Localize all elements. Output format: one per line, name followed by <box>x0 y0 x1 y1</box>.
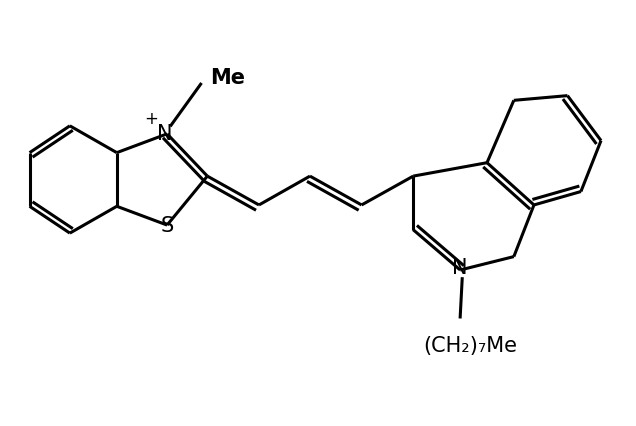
Text: S: S <box>160 216 174 236</box>
Text: +: + <box>145 110 158 128</box>
Text: Me: Me <box>210 68 245 87</box>
Text: N: N <box>156 124 172 144</box>
Text: (CH₂)₇Me: (CH₂)₇Me <box>423 336 517 356</box>
Text: N: N <box>452 258 468 278</box>
